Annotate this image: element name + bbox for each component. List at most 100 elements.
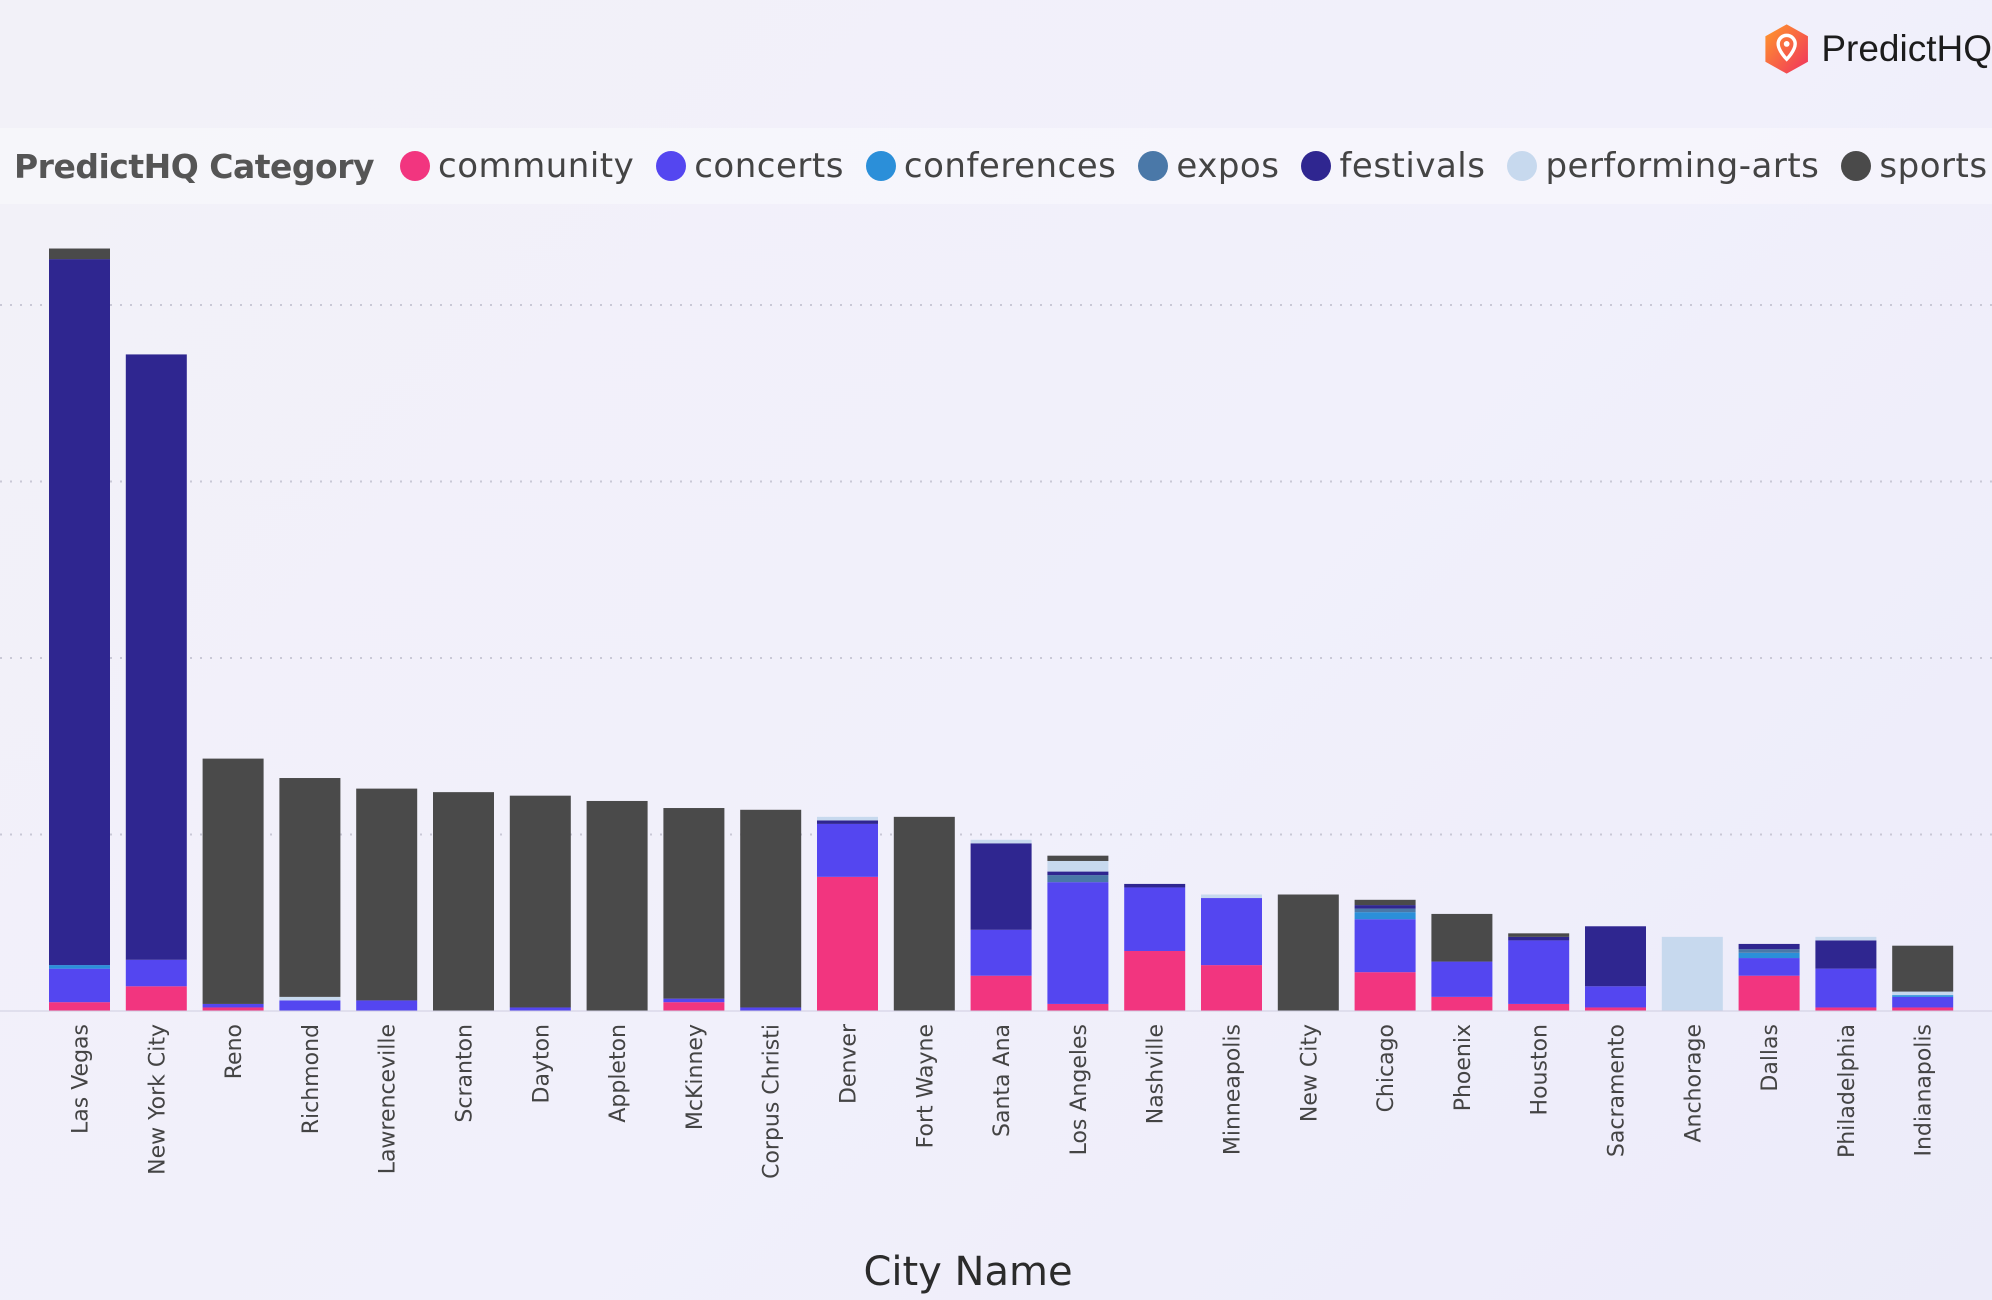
legend-item-performing-arts[interactable]: performing-arts — [1507, 146, 1819, 186]
bar-segment-community[interactable] — [1585, 1007, 1646, 1011]
x-tick-label: Chicago — [1374, 1024, 1399, 1112]
bar-segment-sports[interactable] — [893, 816, 955, 1011]
bar-segment-concerts[interactable] — [279, 1000, 341, 1011]
x-tick-label: Reno — [222, 1024, 247, 1079]
bar-segment-concerts[interactable] — [1585, 986, 1646, 1008]
bar-segment-concerts[interactable] — [1431, 961, 1493, 997]
bar-segment-sports[interactable] — [1508, 933, 1570, 937]
bar-segment-festivals[interactable] — [1354, 905, 1416, 909]
bar-segment-community[interactable] — [1354, 972, 1416, 1011]
legend-item-community[interactable]: community — [400, 146, 634, 186]
bar-segment-community[interactable] — [1047, 1003, 1109, 1011]
bar-segment-concerts[interactable] — [1354, 919, 1416, 973]
x-tick-label: Dallas — [1758, 1024, 1783, 1092]
x-tick-label: Phoenix — [1451, 1024, 1476, 1111]
bar-segment-concerts[interactable] — [817, 823, 878, 877]
legend-label: concerts — [694, 146, 844, 186]
bar-segment-community[interactable] — [1508, 1003, 1570, 1011]
bar-segment-community[interactable] — [49, 1002, 110, 1011]
bar-segment-performing-arts[interactable] — [1892, 991, 1954, 996]
legend-item-sports[interactable]: sports — [1841, 146, 1987, 186]
x-tick-label: Richmond — [299, 1024, 324, 1134]
bar-segment-community[interactable] — [125, 986, 187, 1011]
bar-segment-concerts[interactable] — [1047, 882, 1109, 1004]
bar-segment-concerts[interactable] — [740, 1007, 802, 1011]
bar-segment-concerts[interactable] — [202, 1003, 264, 1008]
bar-segment-sports[interactable] — [433, 792, 494, 1011]
bar-segment-concerts[interactable] — [1892, 996, 1954, 1008]
bar-segment-conferences[interactable] — [1738, 952, 1800, 959]
bar-segment-conferences[interactable] — [1892, 995, 1954, 997]
bar-segment-expos[interactable] — [1047, 875, 1109, 883]
bar-segment-sports[interactable] — [586, 800, 648, 1011]
bar-segment-festivals[interactable] — [1585, 926, 1646, 987]
bar-segment-sports[interactable] — [740, 809, 802, 1008]
bar-segment-festivals[interactable] — [1738, 943, 1800, 950]
bar-segment-festivals[interactable] — [1815, 940, 1877, 969]
bar-segment-community[interactable] — [1201, 965, 1262, 1011]
bar-segment-festivals[interactable] — [970, 843, 1032, 930]
bar-segment-conferences[interactable] — [49, 965, 110, 969]
legend-swatch — [865, 151, 896, 181]
legend-item-expos[interactable]: expos — [1138, 146, 1279, 186]
bar-segment-expos[interactable] — [1738, 949, 1800, 953]
bar-segment-concerts[interactable] — [125, 959, 187, 987]
bar-segment-concerts[interactable] — [1508, 940, 1570, 1004]
bar-segment-sports[interactable] — [202, 758, 264, 1004]
bar-segment-concerts[interactable] — [1815, 968, 1877, 1008]
bar-segment-sports[interactable] — [49, 248, 110, 260]
bar-segment-concerts[interactable] — [356, 1000, 418, 1011]
bar-segment-concerts[interactable] — [509, 1007, 571, 1011]
bar-segment-conferences[interactable] — [1354, 912, 1416, 920]
bar-segment-sports[interactable] — [663, 808, 725, 999]
bar-segment-sports[interactable] — [279, 778, 341, 997]
bar-segment-concerts[interactable] — [663, 998, 725, 1003]
bar-segment-concerts[interactable] — [1201, 898, 1262, 966]
bar-segment-sports[interactable] — [509, 795, 571, 1008]
bar-segment-performing-arts[interactable] — [1815, 936, 1877, 941]
bar-segment-community[interactable] — [1431, 996, 1493, 1011]
bar-segment-performing-arts[interactable] — [1661, 936, 1723, 1011]
bar-segment-sports[interactable] — [1047, 855, 1109, 861]
bar-segment-sports[interactable] — [1431, 913, 1493, 962]
x-tick-label: Anchorage — [1681, 1024, 1706, 1143]
bar-segment-sports[interactable] — [1354, 899, 1416, 906]
bar-segment-community[interactable] — [202, 1007, 264, 1011]
bar-segment-sports[interactable] — [1892, 945, 1954, 992]
bar-segment-sports[interactable] — [356, 788, 418, 1001]
bar-segment-festivals[interactable] — [817, 820, 878, 824]
bar-segment-expos[interactable] — [1354, 908, 1416, 913]
bar-segment-community[interactable] — [663, 1002, 725, 1011]
legend-label: festivals — [1339, 146, 1486, 186]
legend-item-concerts[interactable]: concerts — [656, 146, 844, 186]
legend-item-conferences[interactable]: conferences — [865, 146, 1116, 186]
bar-segment-festivals[interactable] — [125, 354, 187, 960]
bar-segment-festivals[interactable] — [1508, 936, 1570, 941]
legend-swatch — [1507, 151, 1538, 181]
x-tick-label: Dayton — [529, 1024, 554, 1103]
bar-segment-concerts[interactable] — [1124, 887, 1186, 951]
bar-segment-community[interactable] — [817, 876, 878, 1011]
x-axis-title: City Name — [863, 1249, 1072, 1295]
bar-segment-community[interactable] — [1815, 1007, 1877, 1011]
bar-segment-performing-arts[interactable] — [279, 996, 341, 1001]
bar-segment-concerts[interactable] — [49, 968, 110, 1003]
bar-segment-concerts[interactable] — [1738, 958, 1800, 976]
bar-segment-community[interactable] — [970, 975, 1032, 1011]
legend-item-festivals[interactable]: festivals — [1301, 146, 1485, 186]
bar-segment-performing-arts[interactable] — [817, 816, 878, 821]
bar-segment-festivals[interactable] — [1047, 871, 1109, 876]
bar-segment-sports[interactable] — [1277, 894, 1339, 1011]
legend-swatch — [400, 151, 430, 181]
bar-segment-performing-arts[interactable] — [1047, 860, 1109, 872]
bar-segment-concerts[interactable] — [970, 929, 1032, 976]
x-tick-label: New York City — [145, 1024, 170, 1175]
bar-segment-performing-arts[interactable] — [1201, 894, 1262, 899]
bar-segment-festivals[interactable] — [1124, 883, 1186, 888]
bar-segment-community[interactable] — [1738, 975, 1800, 1011]
bar-segment-community[interactable] — [1124, 950, 1186, 1011]
bar-segment-festivals[interactable] — [49, 259, 110, 966]
bar-segment-community[interactable] — [1892, 1007, 1954, 1011]
bar-segment-performing-arts[interactable] — [970, 839, 1032, 844]
